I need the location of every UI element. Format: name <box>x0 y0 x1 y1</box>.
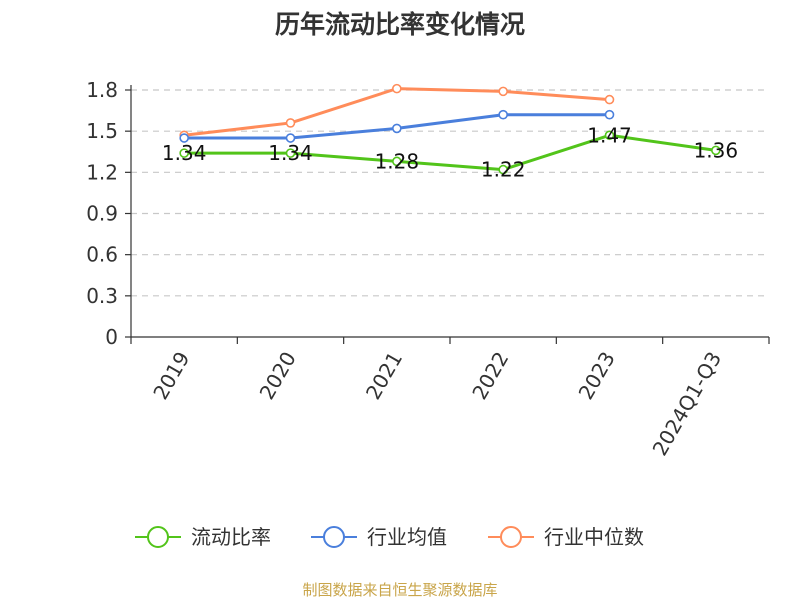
data-point <box>498 164 508 175</box>
data-label: 1.34 <box>268 141 313 165</box>
y-tick-label: 1.5 <box>86 119 118 143</box>
legend-item[interactable]: 行业中位数 <box>488 525 644 549</box>
data-point <box>392 156 402 167</box>
legend-item[interactable]: 行业均值 <box>311 525 447 549</box>
x-tick-label: 2022 <box>467 347 513 403</box>
data-label: 1.22 <box>481 158 526 182</box>
axes: 0 0.3 0.6 0.9 1.2 1.5 1.8 2019 2020 2021 2022 2023 2… <box>86 78 770 460</box>
data-point <box>179 148 189 158</box>
data-label: 1.47 <box>587 123 632 147</box>
data-point <box>498 86 508 97</box>
x-tick-label: 2019 <box>148 348 194 404</box>
legend-swatch-circle <box>500 526 522 548</box>
legend-label: 行业均值 <box>367 525 447 549</box>
data-point <box>604 109 615 120</box>
legend-item[interactable]: 流动比率 <box>135 525 271 549</box>
data-point <box>604 94 615 105</box>
series-line <box>184 133 717 172</box>
x-tick-label: 2021 <box>361 348 407 404</box>
data-point <box>711 145 721 156</box>
data-point <box>285 133 296 143</box>
legend-swatch-circle <box>147 526 169 548</box>
data-labels: 1.34 1.34 1.28 1.22 1.47 1.36 <box>162 123 738 181</box>
x-tick-label: 2024Q1-Q3 <box>647 348 726 460</box>
data-point <box>604 130 615 141</box>
data-point <box>498 109 508 120</box>
data-point <box>392 123 402 134</box>
x-tick-label: 2023 <box>574 348 620 404</box>
y-tick-label: 0.9 <box>86 202 118 226</box>
data-point <box>285 148 296 158</box>
x-tick-label: 2020 <box>255 348 301 404</box>
y-tick-label: 0.3 <box>86 284 118 308</box>
data-point <box>179 133 189 143</box>
data-label: 1.36 <box>694 138 739 162</box>
source-note: 制图数据来自恒生聚源数据库 <box>302 581 497 599</box>
series-layer <box>179 83 721 175</box>
y-tick-label: 0 <box>105 325 118 349</box>
y-tick-label: 1.2 <box>86 160 118 184</box>
data-point <box>392 83 402 94</box>
legend-swatch-circle <box>323 526 345 548</box>
chart-title: 历年流动比率变化情况 <box>275 10 525 39</box>
data-label: 1.28 <box>375 149 420 173</box>
y-tick-label: 1.8 <box>86 78 118 102</box>
data-point <box>285 118 296 128</box>
y-tick-label: 0.6 <box>86 243 118 267</box>
legend-label: 行业中位数 <box>544 525 644 549</box>
data-label: 1.34 <box>162 141 207 165</box>
legend[interactable]: 流动比率 行业均值 行业中位数 <box>135 525 644 549</box>
legend-label: 流动比率 <box>191 525 271 549</box>
